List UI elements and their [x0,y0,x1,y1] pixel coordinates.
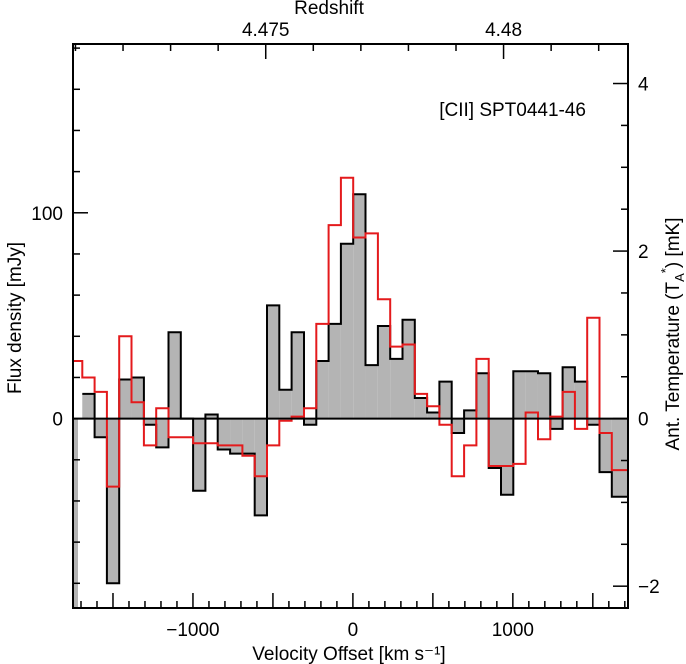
y-axis-title-right-part1: Ant. Temperature (T [663,282,684,451]
observed-bar [427,412,440,419]
observed-bar [131,377,144,419]
y-axis-title-right-superscript: * [658,268,673,273]
y-tick-label-right: 2 [638,242,649,263]
observed-bar [106,418,120,584]
observed-bar [156,418,169,448]
observed-bar [611,418,628,497]
observed-bar [193,418,206,491]
observed-bar [365,365,378,419]
observed-bar [94,418,107,438]
observed-bar [328,323,341,419]
model-series [73,176,628,488]
observed-bar [550,418,563,429]
observed-bar [525,371,538,419]
observed-bar [513,371,526,419]
y-axis-title-right: Ant. Temperature (TA*) [mK] [658,217,686,450]
model-line [73,176,628,488]
observed-series [73,193,628,608]
observed-bar [316,360,329,419]
y-axis-title-left: Flux density [mJy] [5,242,26,394]
tick-labels: −1000 0 1000 0 100 −2 0 2 4 4.475 4.48 [31,20,659,641]
observed-bar [340,243,354,419]
observed-bar [377,326,391,419]
observed-bar [464,410,477,419]
observed-bar [402,319,415,419]
x-tick-label: 0 [348,620,359,641]
observed-bar [303,418,317,425]
y-tick-label-left: 100 [31,204,63,225]
observed-bar [217,418,231,450]
x-tick-label: −1000 [166,620,219,641]
observed-bar [353,194,366,419]
observed-bar [414,398,428,419]
observed-bar [439,381,452,419]
y-axis-title-right-subscript: A [672,273,686,282]
plot-frame [72,43,629,609]
observed-bar [390,358,403,419]
y-tick-label-right: 0 [638,410,649,431]
observed-bar [488,418,502,469]
observed-bar [501,418,514,495]
observed-bar [267,305,280,419]
plot-area [72,43,629,609]
x-axis-title: Velocity Offset [km s⁻¹] [252,644,445,664]
observed-bar [291,332,304,419]
observed-bar [587,418,600,425]
x-tick-label: 1000 [492,620,534,641]
observed-bar [574,381,588,419]
observed-bar [599,418,612,473]
y-tick-label-left: 0 [52,410,63,431]
y-tick-label-right: 4 [638,75,649,96]
observed-bar [476,373,489,419]
axis-ticks [73,44,628,608]
observed-bar [205,414,218,419]
top-tick-label: 4.48 [485,20,522,41]
observed-bar [254,418,268,516]
y-axis-title-right-part2: ) [mK] [663,217,684,268]
observed-bar [143,418,157,425]
observed-bar [230,418,243,454]
edge-bar [73,418,78,608]
top-axis-title: Redshift [294,0,364,19]
y-tick-label-right: −2 [638,577,660,598]
observed-bar [82,393,95,419]
observed-bar [242,418,255,454]
observed-bar [279,389,292,419]
observed-bar [168,332,181,419]
top-tick-label: 4.475 [242,20,290,41]
observed-bar [537,373,551,419]
annotation-label: [CII] SPT0441-46 [439,100,586,121]
observed-bar [451,418,465,434]
observed-bar [119,379,132,419]
